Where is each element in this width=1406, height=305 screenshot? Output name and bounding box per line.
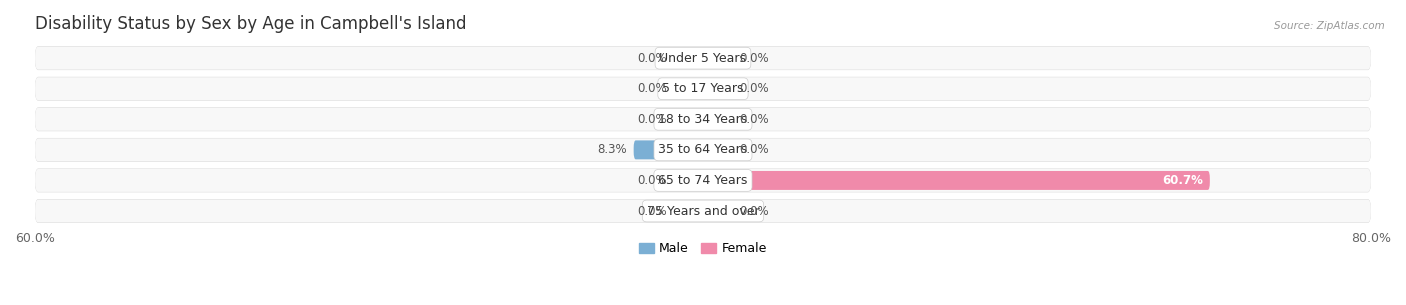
- FancyBboxPatch shape: [35, 199, 1371, 222]
- Text: 0.0%: 0.0%: [740, 204, 769, 217]
- Text: 8.3%: 8.3%: [598, 143, 627, 156]
- FancyBboxPatch shape: [35, 138, 1371, 161]
- Text: 18 to 34 Years: 18 to 34 Years: [658, 113, 748, 126]
- FancyBboxPatch shape: [703, 202, 733, 221]
- Text: 0.0%: 0.0%: [637, 174, 666, 187]
- FancyBboxPatch shape: [35, 108, 1371, 131]
- Text: Disability Status by Sex by Age in Campbell's Island: Disability Status by Sex by Age in Campb…: [35, 15, 467, 33]
- Text: 0.0%: 0.0%: [637, 204, 666, 217]
- FancyBboxPatch shape: [35, 47, 1371, 70]
- FancyBboxPatch shape: [703, 79, 733, 98]
- FancyBboxPatch shape: [35, 169, 1371, 192]
- Text: 0.0%: 0.0%: [637, 113, 666, 126]
- FancyBboxPatch shape: [35, 107, 1371, 131]
- FancyBboxPatch shape: [673, 49, 703, 68]
- Text: 0.0%: 0.0%: [740, 82, 769, 95]
- Text: 5 to 17 Years: 5 to 17 Years: [662, 82, 744, 95]
- Text: 35 to 64 Years: 35 to 64 Years: [658, 143, 748, 156]
- FancyBboxPatch shape: [35, 169, 1371, 192]
- Text: 0.0%: 0.0%: [637, 52, 666, 65]
- FancyBboxPatch shape: [35, 77, 1371, 101]
- FancyBboxPatch shape: [35, 199, 1371, 223]
- Text: 0.0%: 0.0%: [740, 113, 769, 126]
- Text: Source: ZipAtlas.com: Source: ZipAtlas.com: [1274, 21, 1385, 31]
- Text: 65 to 74 Years: 65 to 74 Years: [658, 174, 748, 187]
- FancyBboxPatch shape: [673, 171, 703, 190]
- FancyBboxPatch shape: [673, 79, 703, 98]
- FancyBboxPatch shape: [35, 77, 1371, 100]
- FancyBboxPatch shape: [703, 49, 733, 68]
- FancyBboxPatch shape: [35, 138, 1371, 162]
- Text: Under 5 Years: Under 5 Years: [659, 52, 747, 65]
- FancyBboxPatch shape: [673, 202, 703, 221]
- Legend: Male, Female: Male, Female: [634, 237, 772, 260]
- FancyBboxPatch shape: [35, 46, 1371, 70]
- Text: 0.0%: 0.0%: [637, 82, 666, 95]
- FancyBboxPatch shape: [673, 110, 703, 129]
- Text: 60.7%: 60.7%: [1163, 174, 1204, 187]
- FancyBboxPatch shape: [703, 140, 733, 159]
- Text: 75 Years and over: 75 Years and over: [647, 204, 759, 217]
- FancyBboxPatch shape: [634, 140, 703, 159]
- Text: 0.0%: 0.0%: [740, 143, 769, 156]
- FancyBboxPatch shape: [703, 171, 1209, 190]
- Text: 0.0%: 0.0%: [740, 52, 769, 65]
- FancyBboxPatch shape: [703, 110, 733, 129]
